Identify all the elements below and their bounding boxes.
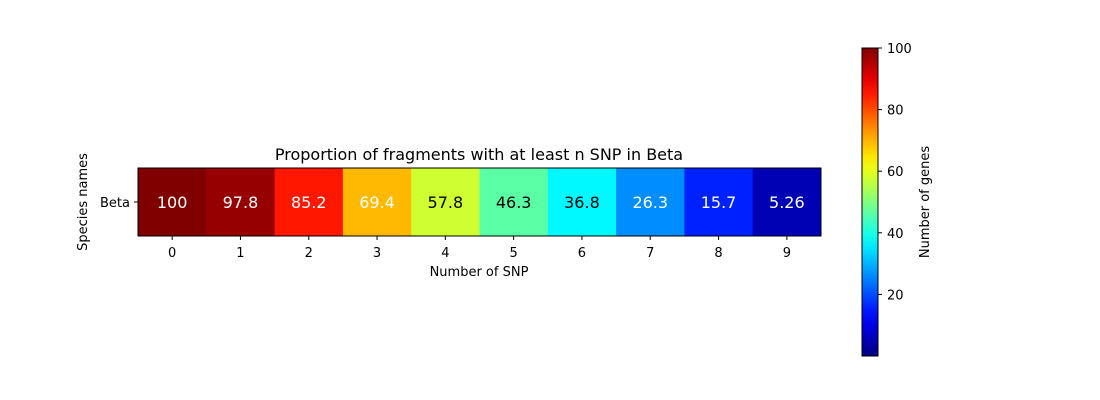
heatmap-cell: [138, 168, 207, 236]
heatmap-cell: [684, 168, 754, 236]
y-tick-label: Beta: [100, 196, 130, 211]
colorbar-label: Number of genes: [918, 146, 933, 259]
x-tick-label: 2: [305, 246, 313, 261]
heatmap-cell: [547, 168, 617, 236]
x-tick-label: 7: [646, 246, 654, 261]
x-tick-label: 5: [510, 246, 518, 261]
colorbar-tick-label: 100: [887, 42, 912, 57]
x-tick-label: 8: [714, 246, 722, 261]
heatmap-cell: [206, 168, 276, 236]
heatmap-cell: [342, 168, 412, 236]
heatmap-cell: [274, 168, 344, 236]
colorbar-tick-label: 80: [887, 104, 904, 119]
colorbar-tick-label: 20: [887, 288, 904, 303]
x-axis-ticks: 0 1 2 3 4 5 6 7 8 9: [168, 236, 791, 261]
cell-value-label: 85.2: [291, 193, 327, 212]
colorbar-tick-label: 60: [887, 165, 904, 180]
y-axis-ticks: Beta: [100, 196, 138, 211]
x-tick-label: 3: [373, 246, 381, 261]
heatmap-cells: 100 97.8 85.2 69.4 57.8 46.3 36.8 26.3 15.7 5.26: [138, 168, 822, 236]
cell-value-label: 97.8: [223, 193, 259, 212]
x-tick-label: 4: [441, 246, 449, 261]
colorbar-tick-label: 40: [887, 227, 904, 242]
heatmap-cell: [616, 168, 685, 236]
chart-title: Proportion of fragments with at least n …: [275, 145, 683, 164]
heatmap-cell: [411, 168, 480, 236]
cell-value-label: 36.8: [564, 193, 600, 212]
cell-value-label: 57.8: [428, 193, 464, 212]
x-axis-label: Number of SNP: [430, 265, 529, 280]
heatmap-cell: [479, 168, 549, 236]
cell-value-label: 5.26: [769, 193, 805, 212]
heatmap-cell: [752, 168, 822, 236]
cell-value-label: 26.3: [632, 193, 668, 212]
cell-value-label: 46.3: [496, 193, 532, 212]
x-tick-label: 0: [168, 246, 176, 261]
colorbar: [861, 47, 879, 357]
cell-value-label: 100: [157, 193, 188, 212]
y-axis-label: Species names: [76, 153, 91, 251]
x-tick-label: 1: [236, 246, 244, 261]
x-tick-label: 9: [783, 246, 791, 261]
colorbar-ticks: 20 40 60 80 100: [878, 42, 912, 303]
cell-value-label: 15.7: [701, 193, 737, 212]
cell-value-label: 69.4: [359, 193, 395, 212]
x-tick-label: 6: [578, 246, 586, 261]
